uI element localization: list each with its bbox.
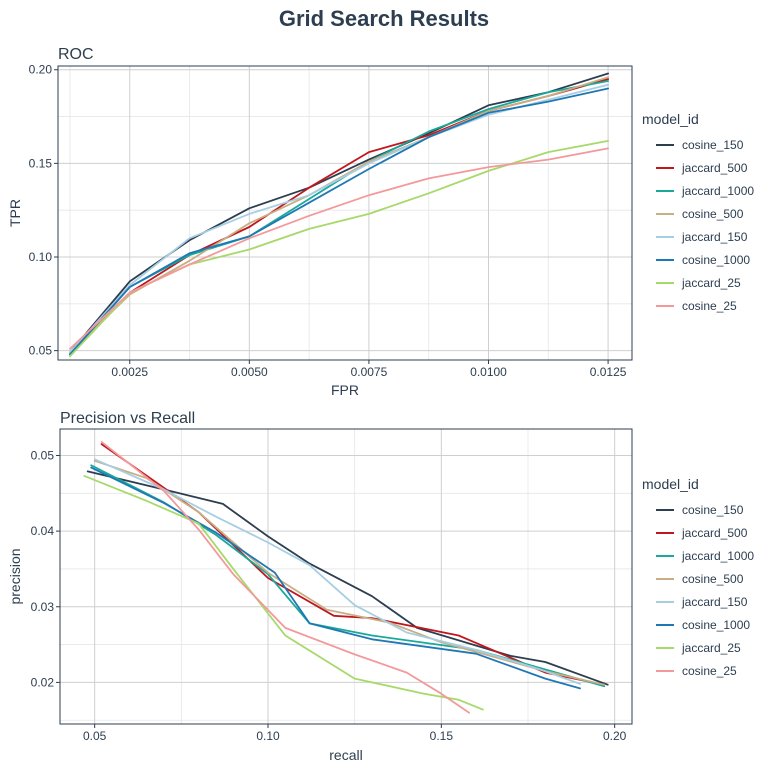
legend-label-cosine_500: cosine_500 [682, 207, 744, 221]
panel-title: Precision vs Recall [60, 410, 195, 427]
y-axis-label: TPR [7, 199, 23, 227]
legend-label-jaccard_500: jaccard_500 [681, 161, 748, 175]
tick-label-x: 0.0075 [351, 365, 388, 379]
chart-panel-1: 0.0025 0.0050 0.0075 0.0100 0.0125 0.05 0.10 0.… [7, 46, 754, 398]
series-line-cosine_25 [69, 147, 609, 350]
legend-label-jaccard_1000: jaccard_1000 [681, 549, 754, 563]
tick-label-y: 0.10 [29, 250, 53, 264]
legend-label-cosine_150: cosine_150 [682, 138, 744, 152]
x-axis-label: FPR [331, 382, 359, 398]
legend-label-cosine_25: cosine_25 [682, 299, 737, 313]
series-line-cosine_150 [86, 470, 609, 686]
legend-label-jaccard_150: jaccard_150 [681, 230, 748, 244]
panel-border [59, 428, 633, 725]
tick-label-y: 0.05 [31, 448, 55, 462]
series-line-cosine_1000 [69, 87, 609, 356]
chart-panel-2: 0.05 0.10 0.15 0.20 0.02 0.03 0.04 0.05 Precisio… [7, 410, 754, 763]
legend-label-cosine_150: cosine_150 [682, 503, 744, 517]
tick-label-x: 0.0125 [590, 365, 627, 379]
x-axis-label: recall [329, 747, 362, 763]
legend-label-jaccard_25: jaccard_25 [681, 641, 741, 655]
legend-title: model_id [642, 111, 699, 127]
tick-label-x: 0.05 [83, 729, 107, 743]
legend-label-cosine_500: cosine_500 [682, 572, 744, 586]
page-title: Grid Search Results [278, 6, 490, 31]
legend-label-jaccard_500: jaccard_500 [681, 526, 748, 540]
panel-title: ROC [58, 46, 94, 63]
legend-title: model_id [642, 476, 699, 492]
panel-border [57, 65, 633, 361]
tick-label-y: 0.04 [31, 524, 55, 538]
tick-label-x: 0.10 [256, 729, 280, 743]
tick-label-y: 0.03 [31, 600, 55, 614]
legend-label-jaccard_1000: jaccard_1000 [681, 184, 754, 198]
plot-area [58, 66, 632, 360]
tick-label-y: 0.20 [29, 63, 53, 77]
series-line-cosine_25 [100, 440, 471, 714]
tick-label-x: 0.20 [603, 729, 627, 743]
legend-label-cosine_1000: cosine_1000 [682, 253, 750, 267]
legend-label-jaccard_25: jaccard_25 [681, 276, 741, 290]
legend-label-jaccard_150: jaccard_150 [681, 595, 748, 609]
legend: model_id cosine_150 jaccard_500 jaccard_100… [642, 111, 754, 313]
tick-label-x: 0.0050 [231, 365, 268, 379]
tick-label-x: 0.15 [430, 729, 454, 743]
tick-label-x: 0.0100 [470, 365, 507, 379]
tick-label-y: 0.02 [31, 675, 55, 689]
y-axis-label: precision [7, 548, 23, 604]
series-line-cosine_1000 [90, 466, 581, 690]
tick-label-x: 0.0025 [111, 365, 148, 379]
tick-label-y: 0.05 [29, 344, 53, 358]
tick-label-y: 0.15 [29, 156, 53, 170]
legend-label-cosine_25: cosine_25 [682, 664, 737, 678]
legend-label-cosine_1000: cosine_1000 [682, 618, 750, 632]
legend: model_id cosine_150 jaccard_500 jaccard_100… [642, 476, 754, 678]
series-line-jaccard_150 [93, 458, 581, 685]
